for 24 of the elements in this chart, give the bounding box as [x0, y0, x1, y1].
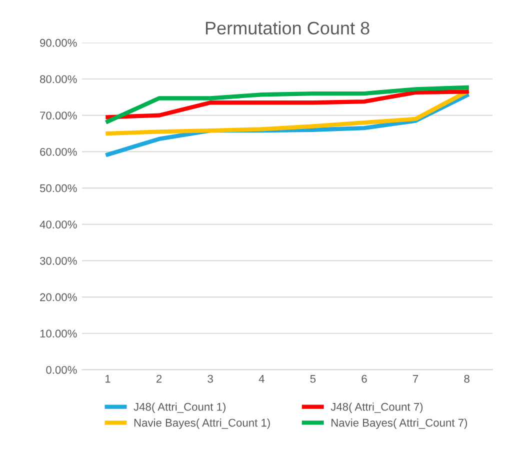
y-tick-label: 30.00%: [40, 256, 77, 265]
y-tick-label: 20.00%: [40, 293, 77, 302]
legend-label: J48( Attri_Count 7): [330, 402, 423, 413]
y-tick-label: 40.00%: [40, 220, 77, 228]
x-tick-label: 7: [413, 374, 418, 383]
legend-label: Navie Bayes( Attri_Count 7): [332, 418, 468, 429]
legend-label: Navie Bayes( Attri_Count 1): [134, 418, 270, 429]
legend-label: J48( Attri_Count 1): [134, 402, 226, 413]
y-tick-label: 0.00%: [46, 366, 77, 374]
x-tick-label: 6: [362, 374, 367, 383]
x-tick-label: 2: [156, 374, 162, 383]
line-series: [106, 90, 469, 136]
x-tick-label: 5: [310, 374, 316, 383]
x-tick-label: 4: [258, 374, 264, 383]
y-tick-label: 60.00%: [40, 148, 77, 156]
y-tick-label: 70.00%: [40, 112, 77, 120]
x-tick-label: 8: [464, 374, 470, 383]
x-tick-label: 1: [105, 374, 110, 383]
x-tick-label: 3: [208, 374, 213, 383]
y-tick-label: 10.00%: [40, 330, 77, 338]
chart-title: Permutation Count 8: [206, 21, 370, 35]
y-tick-label: 50.00%: [40, 184, 77, 192]
y-tick-label: 90.00%: [40, 38, 77, 47]
y-tick-label: 80.00%: [40, 75, 77, 84]
